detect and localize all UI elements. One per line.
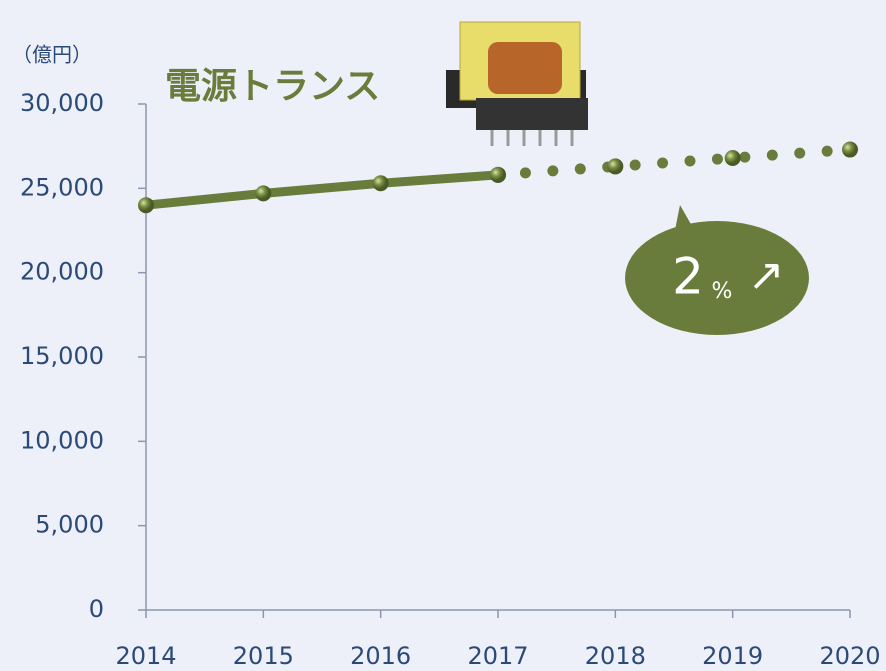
x-tick-label: 2017	[467, 642, 528, 670]
series-line	[141, 170, 503, 210]
y-tick-label: 0	[89, 595, 104, 623]
y-tick-label: 15,000	[20, 342, 104, 370]
transformer-icon	[446, 21, 588, 146]
y-tick-label: 10,000	[20, 426, 104, 454]
y-tick-label: 25,000	[20, 173, 104, 201]
data-point	[372, 175, 389, 192]
annotation-unit: %	[712, 279, 733, 304]
x-tick-label: 2020	[819, 642, 880, 670]
data-point	[842, 141, 858, 158]
x-tick-label: 2019	[702, 642, 763, 670]
x-tick-label: 2018	[585, 642, 646, 670]
x-tick-label: 2016	[350, 642, 411, 670]
data-point	[138, 197, 154, 214]
y-tick-label: 5,000	[35, 511, 104, 539]
chart-title: 電源トランス	[165, 66, 380, 107]
y-tick-label: 20,000	[20, 258, 104, 286]
series-line	[492, 144, 856, 181]
callout: 2 % ↗	[625, 205, 809, 335]
unit-label: （億円）	[12, 43, 92, 67]
data-point	[255, 185, 272, 202]
x-tick-label: 2014	[115, 642, 176, 670]
data-point	[490, 166, 506, 183]
annotation-value: 2	[672, 248, 704, 306]
annotation-arrow: ↗	[748, 250, 785, 301]
data-point	[724, 149, 741, 166]
y-tick-label: 30,000	[20, 89, 104, 117]
data-point	[607, 158, 624, 175]
x-tick-label: 2015	[233, 642, 294, 670]
